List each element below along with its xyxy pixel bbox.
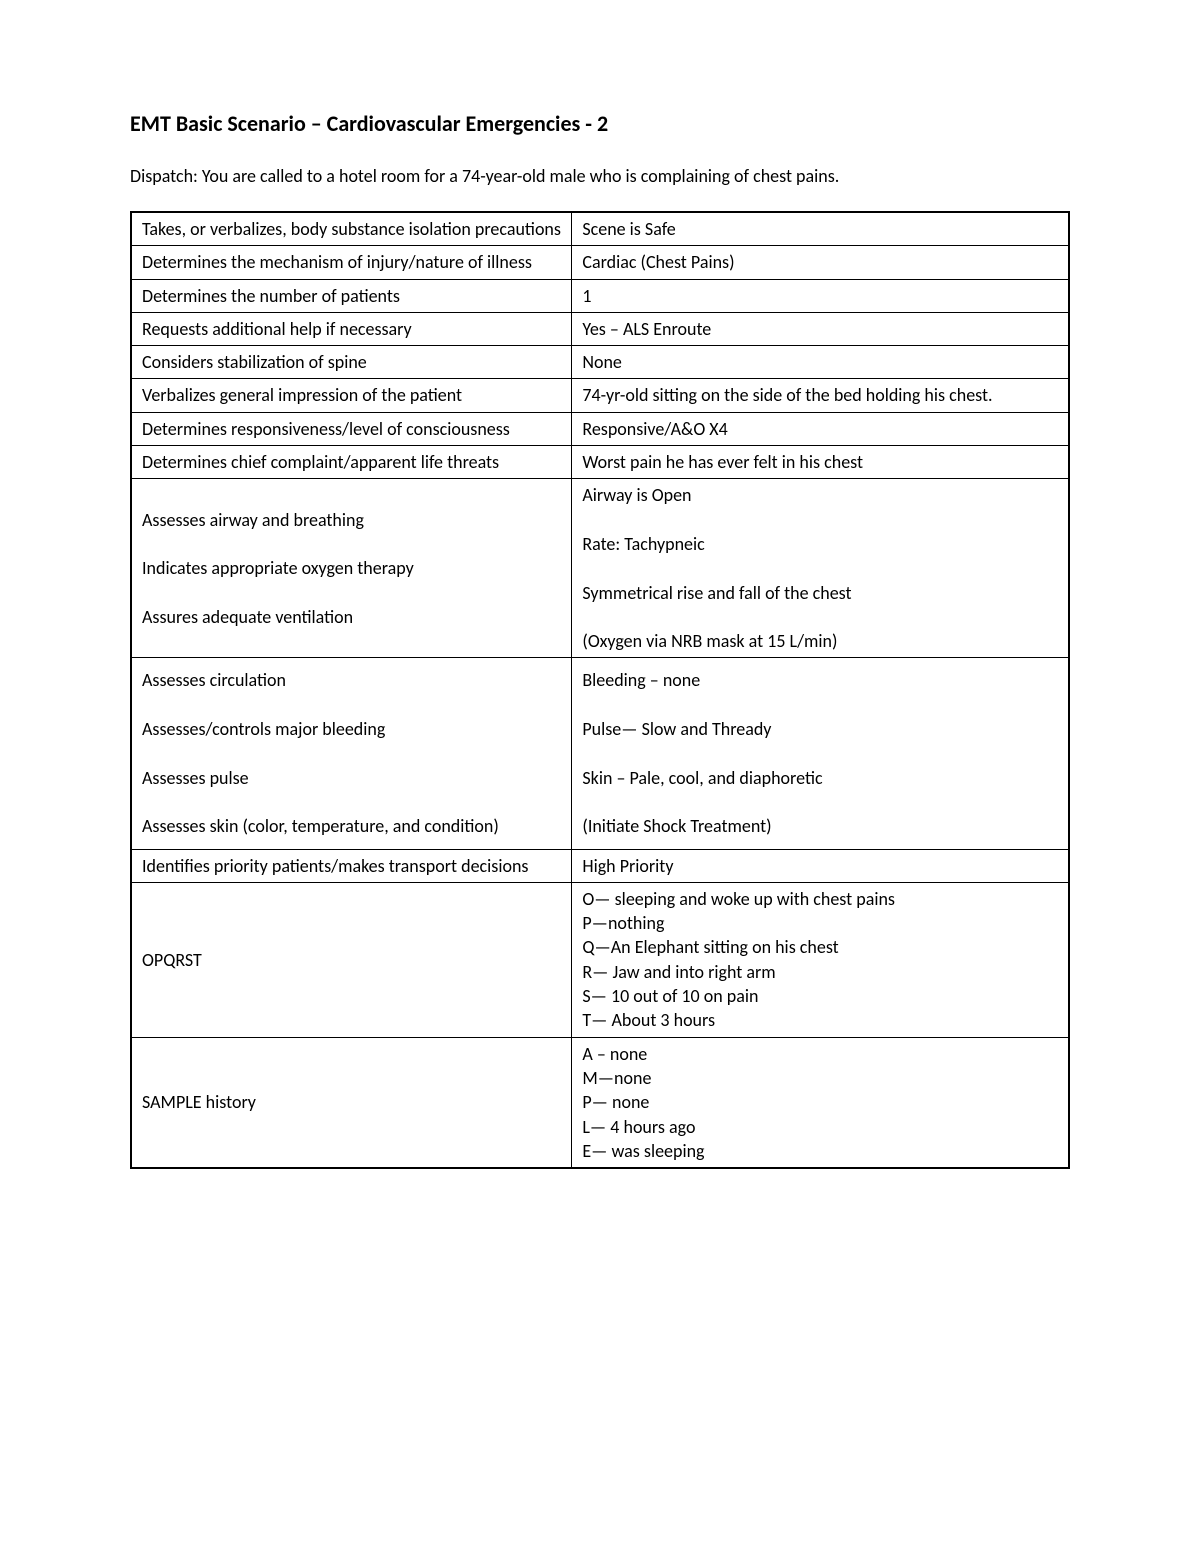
cell-left: Determines the number of patients — [131, 279, 572, 312]
cell-right: O— sleeping and woke up with chest pains… — [572, 882, 1069, 1037]
line: Assesses skin (color, temperature, and c… — [142, 815, 499, 837]
cell-right: 74-yr-old sitting on the side of the bed… — [572, 379, 1069, 412]
cell-left: Considers stabilization of spine — [131, 346, 572, 379]
cell-right: None — [572, 346, 1069, 379]
line: (Initiate Shock Treatment) — [582, 815, 771, 837]
line: A – none — [582, 1043, 647, 1065]
cell-right: Yes – ALS Enroute — [572, 312, 1069, 345]
cell-right: Airway is Open Rate: Tachypneic Symmetri… — [572, 479, 1069, 658]
cell-left: Assesses circulation Assesses/controls m… — [131, 658, 572, 849]
cell-left: Takes, or verbalizes, body substance iso… — [131, 212, 572, 246]
table-row: Takes, or verbalizes, body substance iso… — [131, 212, 1069, 246]
cell-right: Cardiac (Chest Pains) — [572, 246, 1069, 279]
line: Assesses airway and breathing — [142, 509, 364, 531]
line: P—nothing — [582, 912, 664, 934]
line: T— About 3 hours — [582, 1009, 715, 1031]
table-row: Determines the number of patients 1 — [131, 279, 1069, 312]
line: M—none — [582, 1067, 651, 1089]
cell-right: A – none M—none P— none L— 4 hours ago E… — [572, 1037, 1069, 1168]
cell-left: Assesses airway and breathing Indicates … — [131, 479, 572, 658]
cell-left: Determines the mechanism of injury/natur… — [131, 246, 572, 279]
cell-right: Bleeding – none Pulse— Slow and Thready … — [572, 658, 1069, 849]
cell-left: Verbalizes general impression of the pat… — [131, 379, 572, 412]
line: Rate: Tachypneic — [582, 533, 704, 555]
cell-right: 1 — [572, 279, 1069, 312]
line: L— 4 hours ago — [582, 1116, 695, 1138]
line: S— 10 out of 10 on pain — [582, 985, 758, 1007]
line: Symmetrical rise and fall of the chest — [582, 582, 851, 604]
line: Assesses circulation — [142, 669, 286, 691]
table-row: Assesses airway and breathing Indicates … — [131, 479, 1069, 658]
table-row: SAMPLE history A – none M—none P— none L… — [131, 1037, 1069, 1168]
document-page: EMT Basic Scenario – Cardiovascular Emer… — [0, 0, 1200, 1553]
cell-left: Identifies priority patients/makes trans… — [131, 849, 572, 882]
page-title: EMT Basic Scenario – Cardiovascular Emer… — [130, 110, 1070, 137]
cell-left: Requests additional help if necessary — [131, 312, 572, 345]
cell-right: Worst pain he has ever felt in his chest — [572, 446, 1069, 479]
scenario-table: Takes, or verbalizes, body substance iso… — [130, 211, 1070, 1169]
table-row: OPQRST O— sleeping and woke up with ches… — [131, 882, 1069, 1037]
line: E— was sleeping — [582, 1140, 704, 1162]
line: Q—An Elephant sitting on his chest — [582, 936, 838, 958]
line: Bleeding – none — [582, 669, 700, 691]
line: Assesses/controls major bleeding — [142, 718, 385, 740]
table-row: Requests additional help if necessary Ye… — [131, 312, 1069, 345]
table-row: Determines the mechanism of injury/natur… — [131, 246, 1069, 279]
table-row: Determines responsiveness/level of consc… — [131, 412, 1069, 445]
table-row: Determines chief complaint/apparent life… — [131, 446, 1069, 479]
line: P— none — [582, 1091, 649, 1113]
line: O— sleeping and woke up with chest pains — [582, 888, 895, 910]
dispatch-text: Dispatch: You are called to a hotel room… — [130, 165, 1070, 187]
line: Assesses pulse — [142, 767, 249, 789]
line: Indicates appropriate oxygen therapy — [142, 557, 414, 579]
cell-left: Determines chief complaint/apparent life… — [131, 446, 572, 479]
table-row: Considers stabilization of spine None — [131, 346, 1069, 379]
cell-left: SAMPLE history — [131, 1037, 572, 1168]
cell-right: Scene is Safe — [572, 212, 1069, 246]
cell-right: Responsive/A&O X4 — [572, 412, 1069, 445]
line: (Oxygen via NRB mask at 15 L/min) — [582, 630, 837, 652]
line: Pulse— Slow and Thready — [582, 718, 771, 740]
table-row: Identifies priority patients/makes trans… — [131, 849, 1069, 882]
cell-left: Determines responsiveness/level of consc… — [131, 412, 572, 445]
table-row: Verbalizes general impression of the pat… — [131, 379, 1069, 412]
line: R— Jaw and into right arm — [582, 961, 775, 983]
cell-right: High Priority — [572, 849, 1069, 882]
cell-left: OPQRST — [131, 882, 572, 1037]
table-row: Assesses circulation Assesses/controls m… — [131, 658, 1069, 849]
line: Airway is Open — [582, 484, 691, 506]
line: Assures adequate ventilation — [142, 606, 353, 628]
line: Skin – Pale, cool, and diaphoretic — [582, 767, 822, 789]
